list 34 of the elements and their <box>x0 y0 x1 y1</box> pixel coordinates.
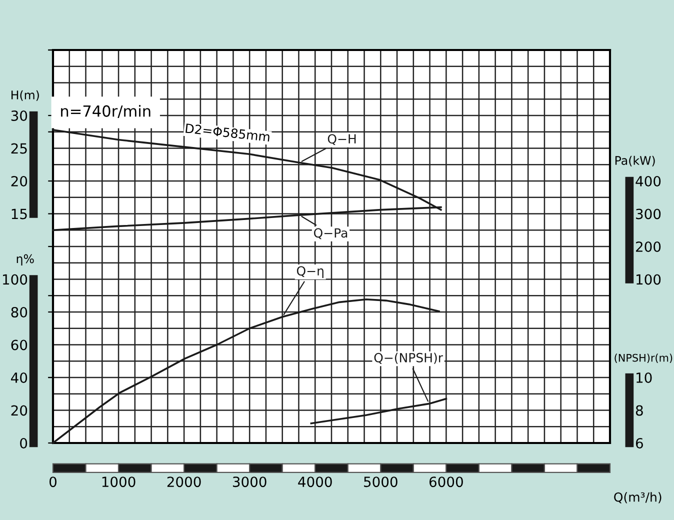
text: Q−η <box>296 266 324 278</box>
y3-axis-title: η% <box>16 254 34 266</box>
x-tick-label: 3000 <box>232 476 266 488</box>
y-tick-label: 15 <box>12 208 27 220</box>
y2-axis-title: Pa(kW) <box>615 156 655 166</box>
y-axis-title: (NPSH)r(m) <box>614 354 672 363</box>
y-tick-label: 8 <box>636 405 643 416</box>
y-tick-label: 30 <box>11 110 28 121</box>
text: Q−(NPSH)r <box>374 352 444 364</box>
legend-label: Q−Pa <box>314 228 348 240</box>
y3-tick-label: 80 <box>11 306 28 318</box>
y-tick-label: 20 <box>11 176 28 186</box>
y3-tick-label: 0 <box>20 438 28 448</box>
series-label: Q−H <box>328 134 356 146</box>
y2-tick-label: 100 <box>636 274 661 285</box>
y-axis-title: H(m) <box>12 90 39 101</box>
y-tick-label: 6 <box>636 438 643 448</box>
x-tick-label: 2000 <box>167 476 201 488</box>
annotation: D2=Φ585mm <box>186 123 270 142</box>
y-tick-label: 25 <box>11 143 27 154</box>
x-tick-label: 4000 <box>298 476 332 488</box>
y3-tick-label: 40 <box>11 372 28 383</box>
x-tick-label: 1000 <box>102 476 136 488</box>
y2-tick-label: 300 <box>636 208 661 220</box>
y3-tick-label: 100 <box>3 274 28 285</box>
x-tick-label: 0 <box>49 476 56 488</box>
y2-tick-label: 200 <box>636 241 661 252</box>
x-tick-label: 5000 <box>364 476 398 488</box>
y3-tick-label: 60 <box>11 340 28 350</box>
y-tick-label: 10 <box>636 372 652 383</box>
annotation: n=740r/min <box>61 105 150 118</box>
y2-tick-label: 400 <box>636 176 661 186</box>
x-tick-label: 6000 <box>429 476 463 488</box>
x-axis-title: Q(m³/h) <box>614 492 662 504</box>
